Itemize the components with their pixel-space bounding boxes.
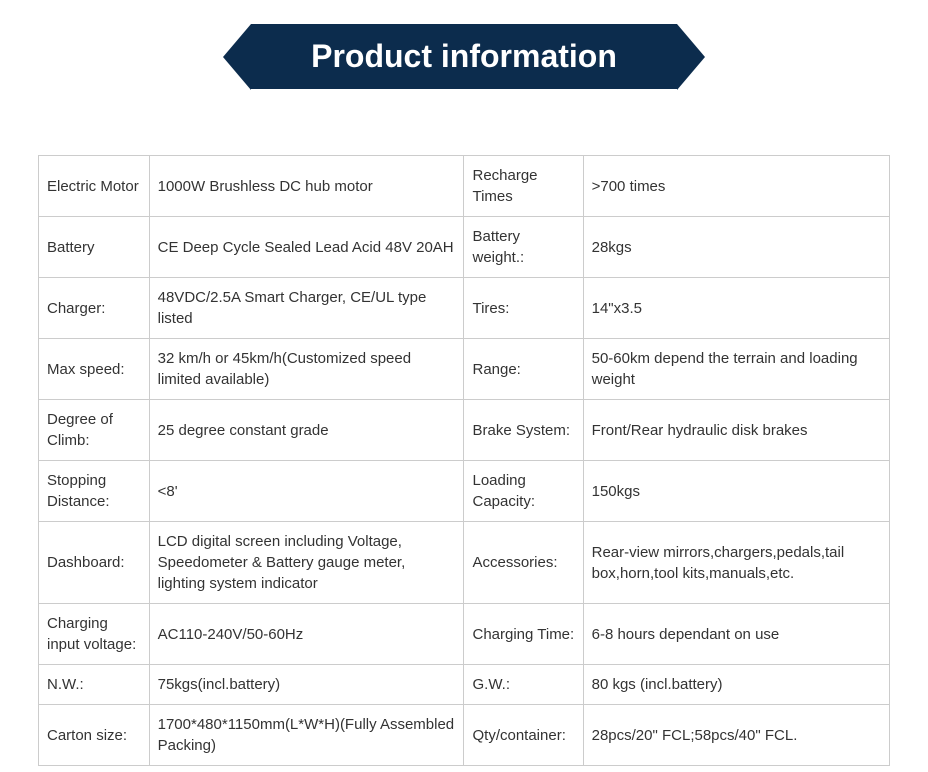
spec-label: Max speed: <box>39 339 150 400</box>
spec-value: Rear-view mirrors,chargers,pedals,tail b… <box>583 522 889 604</box>
spec-label: Loading Capacity: <box>464 461 583 522</box>
spec-value: LCD digital screen including Voltage, Sp… <box>149 522 464 604</box>
table-row: Dashboard:LCD digital screen including V… <box>39 522 890 604</box>
spec-label: G.W.: <box>464 665 583 705</box>
spec-value: 1700*480*1150mm(L*W*H)(Fully Assembled P… <box>149 705 464 766</box>
spec-value: 28kgs <box>583 217 889 278</box>
spec-label: Battery <box>39 217 150 278</box>
banner-title: Product information <box>251 24 677 89</box>
spec-label: Brake System: <box>464 400 583 461</box>
spec-value: 14"x3.5 <box>583 278 889 339</box>
spec-label: Charger: <box>39 278 150 339</box>
table-row: N.W.:75kgs(incl.battery)G.W.:80 kgs (inc… <box>39 665 890 705</box>
table-row: Stopping Distance:<8'Loading Capacity:15… <box>39 461 890 522</box>
spec-label: Recharge Times <box>464 156 583 217</box>
spec-label: Degree of Climb: <box>39 400 150 461</box>
spec-label: Carton size: <box>39 705 150 766</box>
spec-label: N.W.: <box>39 665 150 705</box>
spec-label: Charging input voltage: <box>39 604 150 665</box>
spec-value: 75kgs(incl.battery) <box>149 665 464 705</box>
table-row: Electric Motor1000W Brushless DC hub mot… <box>39 156 890 217</box>
spec-table: Electric Motor1000W Brushless DC hub mot… <box>38 155 890 766</box>
spec-label: Accessories: <box>464 522 583 604</box>
banner-container: Product information <box>0 0 928 105</box>
spec-value: 50-60km depend the terrain and loading w… <box>583 339 889 400</box>
spec-value: <8' <box>149 461 464 522</box>
spec-label: Range: <box>464 339 583 400</box>
table-row: Charging input voltage:AC110-240V/50-60H… <box>39 604 890 665</box>
spec-table-body: Electric Motor1000W Brushless DC hub mot… <box>39 156 890 766</box>
spec-label: Tires: <box>464 278 583 339</box>
spec-label: Electric Motor <box>39 156 150 217</box>
spec-value: AC110-240V/50-60Hz <box>149 604 464 665</box>
spec-value: 48VDC/2.5A Smart Charger, CE/UL type lis… <box>149 278 464 339</box>
spec-table-wrapper: Electric Motor1000W Brushless DC hub mot… <box>0 105 928 766</box>
spec-value: 1000W Brushless DC hub motor <box>149 156 464 217</box>
spec-value: CE Deep Cycle Sealed Lead Acid 48V 20AH <box>149 217 464 278</box>
spec-value: 80 kgs (incl.battery) <box>583 665 889 705</box>
spec-label: Dashboard: <box>39 522 150 604</box>
table-row: Charger:48VDC/2.5A Smart Charger, CE/UL … <box>39 278 890 339</box>
spec-value: >700 times <box>583 156 889 217</box>
table-row: Degree of Climb:25 degree constant grade… <box>39 400 890 461</box>
table-row: Carton size:1700*480*1150mm(L*W*H)(Fully… <box>39 705 890 766</box>
spec-label: Stopping Distance: <box>39 461 150 522</box>
table-row: Max speed:32 km/h or 45km/h(Customized s… <box>39 339 890 400</box>
spec-label: Battery weight.: <box>464 217 583 278</box>
spec-value: Front/Rear hydraulic disk brakes <box>583 400 889 461</box>
spec-value: 25 degree constant grade <box>149 400 464 461</box>
spec-value: 6-8 hours dependant on use <box>583 604 889 665</box>
spec-value: 32 km/h or 45km/h(Customized speed limit… <box>149 339 464 400</box>
spec-label: Charging Time: <box>464 604 583 665</box>
spec-value: 28pcs/20" FCL;58pcs/40" FCL. <box>583 705 889 766</box>
spec-label: Qty/container: <box>464 705 583 766</box>
spec-value: 150kgs <box>583 461 889 522</box>
table-row: BatteryCE Deep Cycle Sealed Lead Acid 48… <box>39 217 890 278</box>
